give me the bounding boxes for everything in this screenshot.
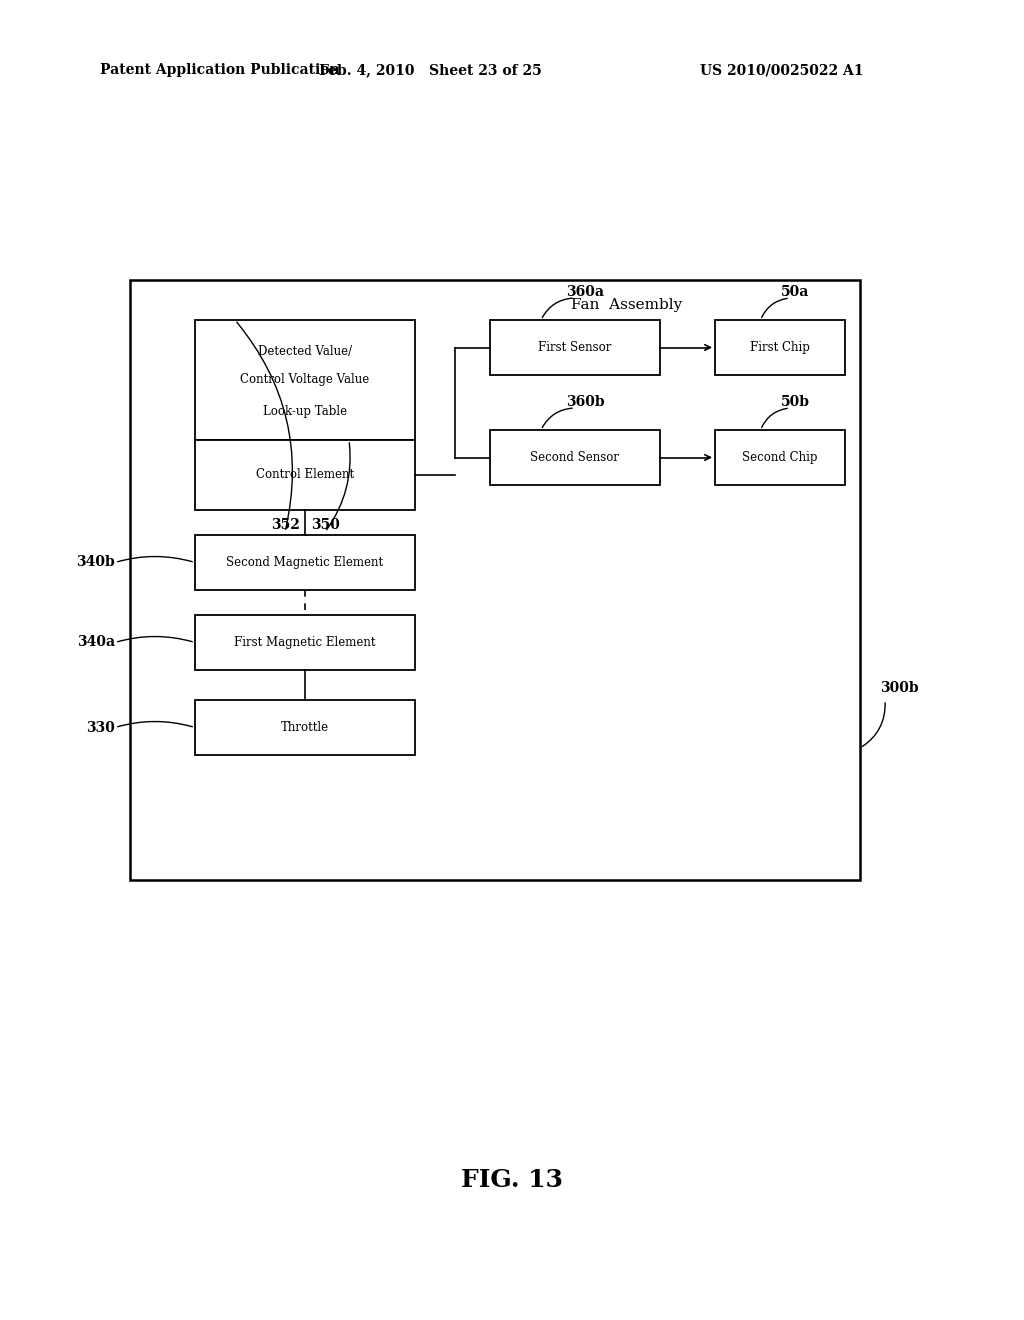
Bar bbox=[195, 615, 415, 671]
Text: Detected Value/: Detected Value/ bbox=[258, 346, 352, 359]
Text: US 2010/0025022 A1: US 2010/0025022 A1 bbox=[700, 63, 863, 77]
Text: 50b: 50b bbox=[780, 395, 810, 409]
Bar bbox=[195, 440, 415, 510]
Text: 360a: 360a bbox=[566, 285, 604, 300]
Bar bbox=[490, 319, 660, 375]
Bar bbox=[195, 535, 415, 590]
Text: Feb. 4, 2010   Sheet 23 of 25: Feb. 4, 2010 Sheet 23 of 25 bbox=[318, 63, 542, 77]
Bar bbox=[130, 280, 860, 880]
Text: Throttle: Throttle bbox=[281, 721, 329, 734]
Text: FIG. 13: FIG. 13 bbox=[461, 1168, 563, 1192]
Bar bbox=[195, 319, 415, 440]
Bar bbox=[195, 700, 415, 755]
Text: First Magnetic Element: First Magnetic Element bbox=[234, 636, 376, 649]
Text: Fan  Assembly: Fan Assembly bbox=[570, 298, 682, 312]
Text: 50a: 50a bbox=[781, 285, 809, 300]
Bar bbox=[715, 319, 845, 375]
Text: 300b: 300b bbox=[880, 681, 919, 696]
Text: Second Chip: Second Chip bbox=[742, 451, 818, 465]
Bar bbox=[490, 430, 660, 484]
Text: 350: 350 bbox=[310, 517, 339, 532]
Text: Patent Application Publication: Patent Application Publication bbox=[100, 63, 340, 77]
Text: 340a: 340a bbox=[77, 635, 115, 649]
Bar bbox=[715, 430, 845, 484]
Text: Control Voltage Value: Control Voltage Value bbox=[241, 374, 370, 387]
Text: 360b: 360b bbox=[565, 395, 604, 409]
Text: Second Magnetic Element: Second Magnetic Element bbox=[226, 556, 384, 569]
Text: 352: 352 bbox=[270, 517, 299, 532]
Text: Second Sensor: Second Sensor bbox=[530, 451, 620, 465]
Text: 340b: 340b bbox=[76, 556, 115, 569]
Text: First Sensor: First Sensor bbox=[539, 341, 611, 354]
Text: First Chip: First Chip bbox=[750, 341, 810, 354]
Text: Control Element: Control Element bbox=[256, 469, 354, 482]
Text: Look-up Table: Look-up Table bbox=[263, 405, 347, 418]
Text: 330: 330 bbox=[86, 721, 115, 734]
